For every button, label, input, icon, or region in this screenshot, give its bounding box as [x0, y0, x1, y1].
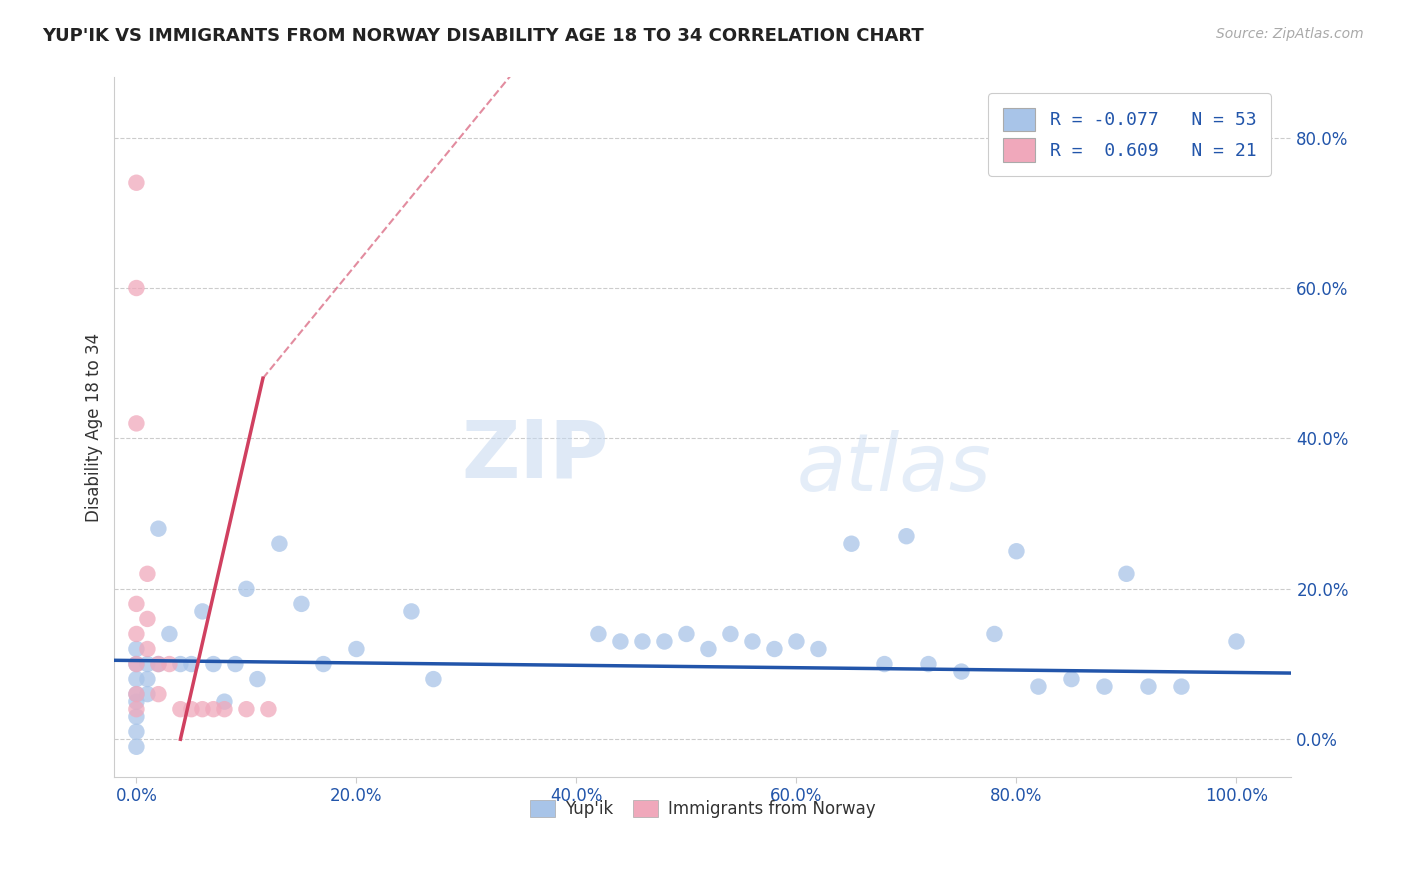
Point — [125, 724, 148, 739]
Point — [873, 657, 896, 671]
Point — [125, 281, 148, 295]
Point — [125, 695, 148, 709]
Point — [136, 657, 159, 671]
Point — [148, 522, 170, 536]
Point — [157, 627, 180, 641]
Point — [896, 529, 918, 543]
Point — [1137, 680, 1160, 694]
Point — [125, 642, 148, 657]
Point — [401, 604, 423, 618]
Point — [807, 642, 830, 657]
Point — [202, 702, 225, 716]
Text: atlas: atlas — [797, 430, 991, 508]
Point — [1060, 672, 1083, 686]
Point — [125, 672, 148, 686]
Point — [609, 634, 631, 648]
Point — [344, 642, 367, 657]
Point — [269, 537, 291, 551]
Text: ZIP: ZIP — [461, 417, 609, 494]
Point — [169, 657, 191, 671]
Point — [136, 687, 159, 701]
Point — [148, 657, 170, 671]
Point — [785, 634, 807, 648]
Point — [290, 597, 312, 611]
Point — [125, 709, 148, 723]
Point — [202, 657, 225, 671]
Point — [214, 702, 236, 716]
Point — [214, 695, 236, 709]
Point — [588, 627, 610, 641]
Point — [125, 597, 148, 611]
Point — [224, 657, 246, 671]
Point — [136, 642, 159, 657]
Point — [741, 634, 763, 648]
Point — [125, 417, 148, 431]
Point — [720, 627, 742, 641]
Text: YUP'IK VS IMMIGRANTS FROM NORWAY DISABILITY AGE 18 TO 34 CORRELATION CHART: YUP'IK VS IMMIGRANTS FROM NORWAY DISABIL… — [42, 27, 924, 45]
Point — [180, 702, 202, 716]
Point — [148, 687, 170, 701]
Point — [1028, 680, 1050, 694]
Point — [180, 657, 202, 671]
Point — [125, 687, 148, 701]
Point — [125, 739, 148, 754]
Point — [157, 657, 180, 671]
Point — [125, 687, 148, 701]
Text: Source: ZipAtlas.com: Source: ZipAtlas.com — [1216, 27, 1364, 41]
Point — [125, 657, 148, 671]
Point — [631, 634, 654, 648]
Point — [917, 657, 939, 671]
Point — [422, 672, 444, 686]
Point — [148, 657, 170, 671]
Point — [125, 657, 148, 671]
Point — [697, 642, 720, 657]
Point — [246, 672, 269, 686]
Point — [136, 672, 159, 686]
Point — [1225, 634, 1247, 648]
Point — [136, 612, 159, 626]
Point — [235, 702, 257, 716]
Point — [235, 582, 257, 596]
Point — [675, 627, 697, 641]
Point — [257, 702, 280, 716]
Point — [136, 566, 159, 581]
Legend: Yup'ik, Immigrants from Norway: Yup'ik, Immigrants from Norway — [523, 793, 883, 824]
Point — [983, 627, 1005, 641]
Point — [654, 634, 676, 648]
Point — [125, 176, 148, 190]
Point — [169, 702, 191, 716]
Point — [1094, 680, 1116, 694]
Point — [763, 642, 786, 657]
Point — [312, 657, 335, 671]
Point — [1005, 544, 1028, 558]
Point — [191, 702, 214, 716]
Point — [191, 604, 214, 618]
Point — [125, 627, 148, 641]
Point — [950, 665, 973, 679]
Point — [841, 537, 863, 551]
Y-axis label: Disability Age 18 to 34: Disability Age 18 to 34 — [86, 333, 103, 522]
Point — [1170, 680, 1192, 694]
Point — [1115, 566, 1137, 581]
Point — [125, 702, 148, 716]
